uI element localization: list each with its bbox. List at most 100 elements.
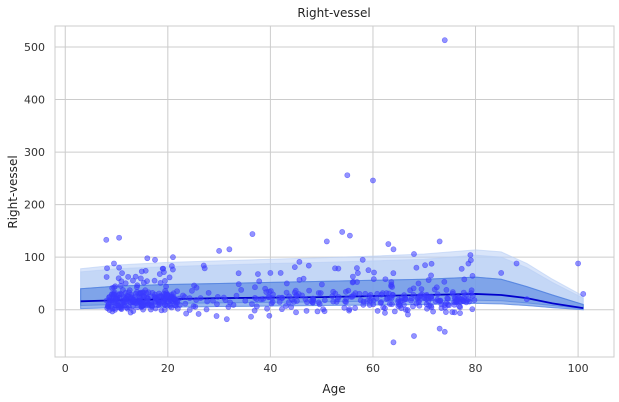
data-point — [104, 265, 110, 272]
x-tick-label: 80 — [469, 362, 483, 375]
x-tick-label: 20 — [161, 362, 175, 375]
data-point — [360, 298, 367, 305]
data-point — [575, 260, 582, 267]
data-point — [428, 260, 435, 267]
data-point — [321, 308, 328, 315]
data-point — [242, 297, 249, 304]
data-point — [256, 278, 263, 285]
data-point — [467, 257, 474, 264]
y-axis-label: Right-vessel — [6, 155, 20, 228]
data-point — [370, 177, 376, 184]
data-point — [469, 272, 476, 279]
data-point — [293, 293, 300, 299]
data-point — [182, 300, 189, 307]
data-point — [349, 273, 356, 280]
data-point — [186, 295, 193, 302]
data-point — [253, 296, 260, 303]
data-point — [116, 264, 123, 271]
data-point — [332, 265, 338, 272]
data-point — [513, 260, 520, 267]
data-point — [132, 290, 139, 297]
data-point — [269, 295, 275, 302]
data-point — [342, 298, 348, 305]
data-point — [106, 294, 112, 301]
data-point — [330, 288, 337, 295]
data-point — [346, 232, 353, 239]
x-axis-ticks: 0 20 40 60 80 100 — [62, 362, 589, 375]
data-point — [461, 276, 468, 283]
data-point — [203, 306, 210, 313]
data-point — [262, 285, 269, 292]
data-point — [443, 287, 450, 293]
data-point — [463, 292, 469, 298]
data-point — [144, 255, 151, 262]
data-point — [142, 267, 149, 274]
data-point — [352, 305, 358, 311]
data-point — [170, 290, 177, 297]
data-point — [299, 292, 305, 299]
data-point — [441, 328, 448, 335]
data-point — [283, 280, 290, 287]
data-point — [467, 252, 474, 258]
data-point — [385, 241, 392, 247]
data-point — [362, 290, 369, 297]
x-tick-label: 60 — [366, 362, 380, 375]
data-point — [428, 293, 435, 300]
data-point — [354, 279, 360, 285]
data-point — [255, 271, 261, 277]
data-point — [249, 231, 256, 237]
data-point — [305, 262, 312, 269]
data-point — [125, 273, 132, 280]
y-tick-label: 100 — [24, 251, 45, 264]
data-point — [214, 293, 221, 300]
data-point — [415, 280, 422, 287]
data-point — [398, 295, 405, 302]
data-point — [103, 274, 110, 280]
data-point — [457, 304, 464, 310]
data-point — [431, 286, 438, 293]
data-point — [213, 313, 220, 319]
data-point — [437, 298, 443, 304]
data-point — [104, 305, 111, 312]
data-point — [161, 306, 168, 313]
data-point — [190, 303, 197, 310]
data-point — [111, 260, 117, 267]
data-point — [408, 295, 415, 302]
data-point — [186, 307, 193, 313]
data-point — [200, 262, 207, 269]
y-tick-label: 0 — [38, 304, 45, 317]
data-point — [390, 270, 397, 277]
data-point — [341, 304, 348, 311]
plot-frame — [54, 25, 615, 358]
data-point — [413, 264, 420, 271]
data-point — [458, 265, 465, 272]
data-point — [156, 271, 163, 277]
data-point — [230, 302, 237, 308]
x-axis-label: Age — [322, 382, 345, 396]
data-point — [279, 295, 286, 301]
y-axis-ticks: 0 100 200 300 400 500 — [24, 41, 45, 317]
data-point — [267, 270, 274, 276]
data-point — [370, 276, 377, 283]
data-point — [296, 258, 303, 265]
data-point — [137, 289, 144, 296]
data-point — [303, 307, 310, 314]
data-point — [407, 287, 414, 294]
data-point — [181, 294, 188, 300]
data-point — [132, 273, 139, 280]
data-point — [377, 300, 384, 306]
data-point — [174, 305, 181, 312]
data-point — [171, 296, 177, 302]
data-point — [183, 310, 190, 317]
data-point — [152, 256, 158, 263]
chart-title: Right-vessel — [297, 6, 370, 20]
data-point — [318, 281, 325, 288]
data-point — [451, 301, 458, 308]
data-point — [383, 290, 390, 297]
data-point — [523, 296, 530, 303]
data-point — [317, 290, 324, 296]
data-point — [166, 274, 173, 281]
data-point — [441, 37, 448, 44]
x-tick-label: 40 — [263, 362, 277, 375]
